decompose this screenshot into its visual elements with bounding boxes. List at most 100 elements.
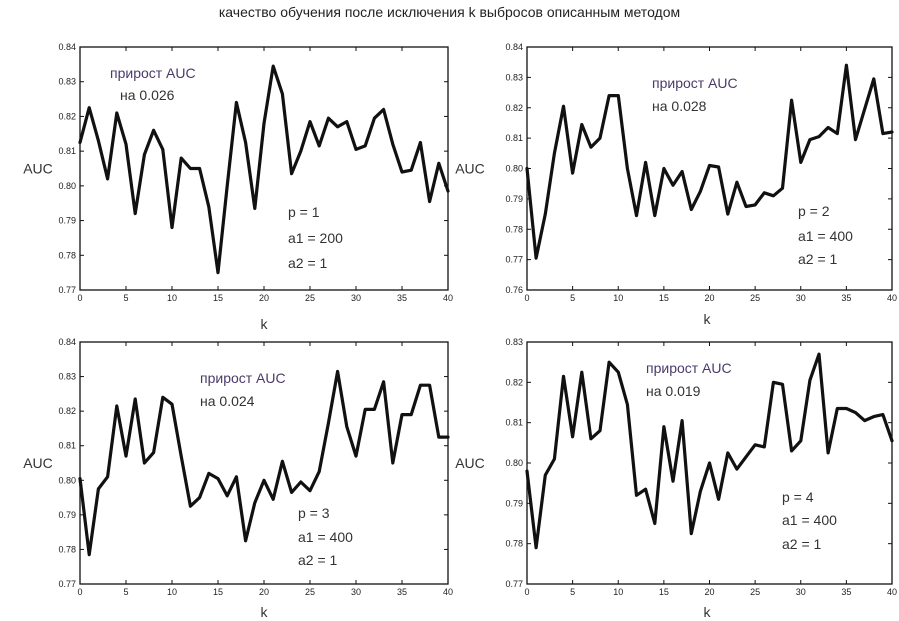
data-point [208,472,210,475]
data-point [827,126,829,129]
annotation-text: p = 3 [298,505,330,521]
data-point [681,170,683,173]
data-point [346,120,348,123]
x-tick-label: 40 [443,587,453,597]
data-point [410,169,413,172]
data-point [327,422,330,425]
x-tick-label: 25 [305,587,315,597]
data-point [392,462,394,464]
y-axis-label: AUC [23,161,53,177]
chart-panel-1: 0 5 10 15 20 25 30 35 40 0.77 0.78 0.79 0.80 0.81 0.82… [23,42,453,332]
data-point [745,456,747,458]
data-point [580,123,583,126]
data-point [143,153,146,156]
data-point [309,120,311,123]
data-point [392,143,394,145]
x-tick-label: 15 [659,293,669,303]
x-tick-label: 10 [613,587,623,597]
data-point [590,438,592,440]
data-point [226,185,228,187]
x-tick-label: 5 [123,587,128,597]
data-point [863,419,866,422]
data-point [544,213,547,215]
y-tick-label: 0.79 [58,216,76,226]
series-line [525,352,894,550]
data-point [116,112,118,114]
y-tick-label: 0.79 [58,510,76,520]
data-point [736,468,738,470]
y-tick-label: 0.77 [505,255,523,265]
chart-panel-4: 0 5 10 15 20 25 30 35 40 0.77 0.78 0.79 0.80 0.81 0.82… [455,337,897,620]
data-point [254,501,256,504]
data-point [699,490,702,493]
annotation-text: p = 2 [798,203,830,219]
data-point [790,99,793,101]
data-point [198,167,201,170]
data-point [827,452,829,454]
data-point [162,148,164,151]
data-point [116,405,118,407]
data-point [717,166,720,168]
x-tick-label: 15 [213,293,223,303]
annotation-text: на 0.024 [200,393,255,409]
data-point [346,425,348,428]
data-point [526,470,528,472]
data-point [152,451,155,454]
x-tick-label: 25 [305,293,315,303]
annotation-text: прирост AUC [646,360,732,376]
data-point [736,181,738,183]
data-point [663,167,665,170]
data-point [845,64,848,67]
data-point [790,450,793,452]
data-point [544,474,547,476]
data-point [644,161,647,164]
y-axis-label: AUC [455,455,485,471]
data-point [355,455,357,457]
x-tick-label: 30 [796,587,806,597]
data-point [281,460,284,463]
data-point [272,498,275,501]
x-tick-label: 20 [704,293,714,303]
chart-panel-2: 0 5 10 15 20 25 30 35 40 0.76 0.77 0.78 0.79 0.80 0.81… [455,42,897,327]
data-point [845,407,848,410]
data-point [208,205,210,208]
data-point [617,94,620,97]
data-point [726,452,729,454]
data-point [863,108,866,111]
y-tick-label: 0.76 [505,285,523,295]
data-point [818,353,820,355]
data-point [263,122,265,125]
data-point [373,408,376,411]
data-point [152,129,155,132]
x-tick-label: 25 [750,587,760,597]
x-axis-label: k [261,316,269,332]
data-point [571,172,574,174]
data-point [180,157,182,159]
data-point [626,167,629,170]
data-point [818,135,820,138]
x-tick-label: 10 [167,587,177,597]
data-point [599,137,601,139]
data-point [244,141,247,144]
data-point [336,126,339,128]
data-point [726,213,729,215]
data-point [235,476,238,478]
data-point [836,407,839,410]
y-tick-label: 0.78 [505,224,523,234]
data-point [318,145,321,147]
data-point [708,462,711,464]
data-point [171,226,173,229]
data-point [419,384,422,387]
data-point [672,184,674,187]
data-point [708,164,711,167]
annotation-text: a2 = 1 [288,255,328,271]
data-point [125,143,127,145]
data-point [79,477,81,480]
data-point [699,190,702,193]
annotation-text: прирост AUC [200,370,286,386]
annotation-text: a1 = 400 [798,228,853,244]
data-point [635,214,638,217]
annotation-text: на 0.026 [120,87,175,103]
data-point [428,384,431,387]
data-point [754,444,756,446]
